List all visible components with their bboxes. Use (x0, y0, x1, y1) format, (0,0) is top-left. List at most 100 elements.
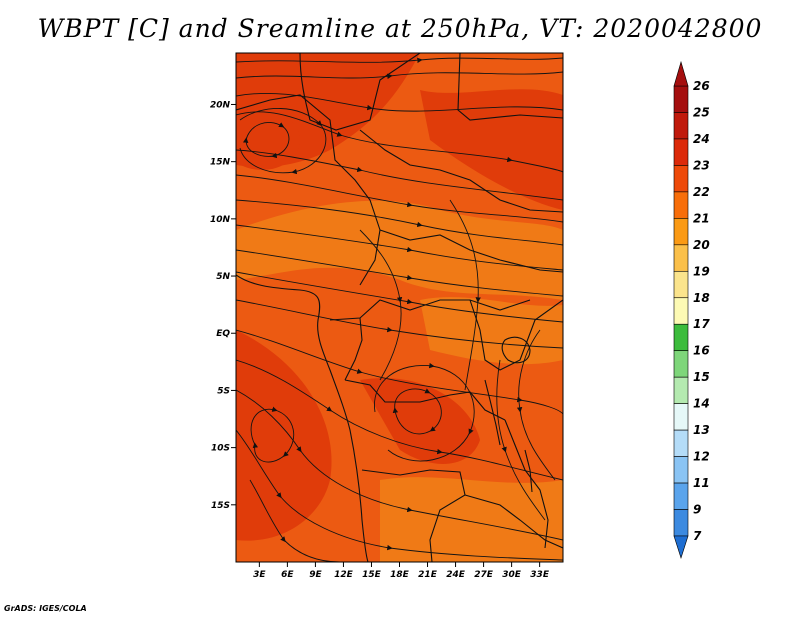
lon-label: 18E (390, 570, 410, 580)
streamline (236, 329, 563, 415)
streamline (236, 271, 563, 323)
colorbar-swatch (673, 270, 689, 299)
border (344, 317, 363, 381)
colorbar-label: 13 (693, 423, 710, 437)
colorbar-label: 15 (693, 370, 710, 384)
colorbar-label: 14 (693, 397, 710, 411)
lake-tanganyika (484, 379, 501, 446)
longitude-axis: 3E 6E 9E 12E 15E 18E 21E 24E 27E 30E 33E (253, 562, 550, 580)
lake-victoria (501, 336, 531, 364)
streamline (516, 329, 556, 481)
lon-label: 24E (446, 570, 466, 580)
lon-label: 30E (502, 570, 522, 580)
border (236, 94, 381, 286)
streamlines (236, 57, 563, 562)
streamline (236, 224, 563, 271)
map-panel (236, 53, 563, 562)
lon-label: 3E (253, 570, 266, 580)
streamline (236, 299, 563, 349)
colorbar-label: 9 (693, 503, 701, 517)
lat-label: 20N (210, 100, 231, 110)
colorbar-label: 25 (693, 105, 710, 119)
colorbar-label: 7 (693, 529, 702, 543)
border (379, 229, 563, 273)
colorbar-swatch (673, 218, 689, 246)
streamline (245, 122, 290, 156)
colorbar-min-arrow (673, 535, 689, 559)
border (469, 299, 563, 371)
lat-label: 10N (210, 215, 231, 225)
coastline-west (236, 274, 369, 562)
colorbar-swatch (673, 297, 689, 325)
colorbar-label: 19 (693, 264, 710, 278)
colorbar-label: 16 (693, 344, 710, 358)
colorbar-label: 22 (693, 185, 710, 199)
border (359, 129, 563, 213)
streamline (236, 359, 563, 481)
streamline (249, 479, 341, 562)
colorbar-swatch (673, 191, 689, 219)
streamline (236, 174, 563, 223)
colorbar-swatch (673, 85, 689, 113)
colorbar-swatch (673, 429, 689, 457)
streamline (236, 57, 563, 63)
colorbar-max-arrow (673, 60, 689, 87)
streamline (496, 359, 546, 521)
lon-label: 9E (309, 570, 322, 580)
wbpt-cool-patch-2 (420, 297, 563, 365)
colorbar-label: 26 (693, 79, 710, 93)
colorbar-swatch (673, 376, 689, 404)
streamline (250, 409, 295, 463)
streamline (236, 92, 563, 112)
latitude-axis: 20N 15N 10N 5N EQ 5S 10S 15S (210, 100, 236, 511)
border (457, 53, 563, 121)
country-borders (236, 53, 563, 562)
lon-label: 6E (281, 570, 294, 580)
lake-malawi (524, 449, 533, 493)
colorbar-label: 24 (693, 132, 710, 146)
colorbar-swatch (673, 323, 689, 352)
colorbar-label: 12 (693, 450, 710, 464)
grads-credit: GrADS: IGES/COLA (4, 604, 87, 613)
wbpt-cool-south (380, 477, 563, 562)
lat-label: EQ (216, 329, 230, 339)
lon-label: 27E (474, 570, 494, 580)
lat-label: 5S (217, 386, 230, 396)
lon-label: 33E (530, 570, 550, 580)
colorbar-label: 18 (693, 291, 710, 305)
colorbar-swatch (673, 350, 689, 378)
wbpt-cool-patch (236, 200, 563, 300)
lat-label: 15S (211, 501, 230, 511)
colorbar-label: 20 (693, 238, 710, 252)
lon-label: 12E (334, 570, 354, 580)
border (361, 469, 466, 562)
colorbar-swatch (673, 456, 689, 484)
colorbar: 26 25 24 23 22 21 20 19 18 17 16 15 14 13 12 11 9 7 (673, 60, 710, 559)
streamline (239, 108, 327, 175)
streamline (374, 362, 475, 462)
colorbar-swatch (673, 112, 689, 140)
streamline (236, 199, 563, 246)
streamline (236, 111, 563, 173)
lat-label: 15N (210, 158, 231, 168)
colorbar-swatch (673, 509, 689, 537)
lat-label: 5N (216, 272, 230, 282)
streamline (236, 71, 563, 80)
border (344, 379, 506, 421)
colorbar-swatch (673, 482, 689, 510)
colorbar-swatch (673, 138, 689, 166)
colorbar-swatch (673, 403, 689, 431)
colorbar-swatch (673, 165, 689, 193)
border (504, 419, 549, 549)
colorbar-label: 21 (693, 211, 710, 225)
streamline (449, 199, 481, 391)
border (299, 53, 421, 131)
streamline (236, 249, 563, 297)
chart-title: WBPT [C] and Sreamline at 250hPa, VT: 20… (37, 14, 763, 43)
colorbar-label: 17 (693, 317, 710, 331)
lon-label: 15E (362, 570, 382, 580)
lat-label: 10S (211, 444, 230, 454)
lon-label: 21E (418, 570, 438, 580)
colorbar-label: 23 (693, 158, 710, 172)
